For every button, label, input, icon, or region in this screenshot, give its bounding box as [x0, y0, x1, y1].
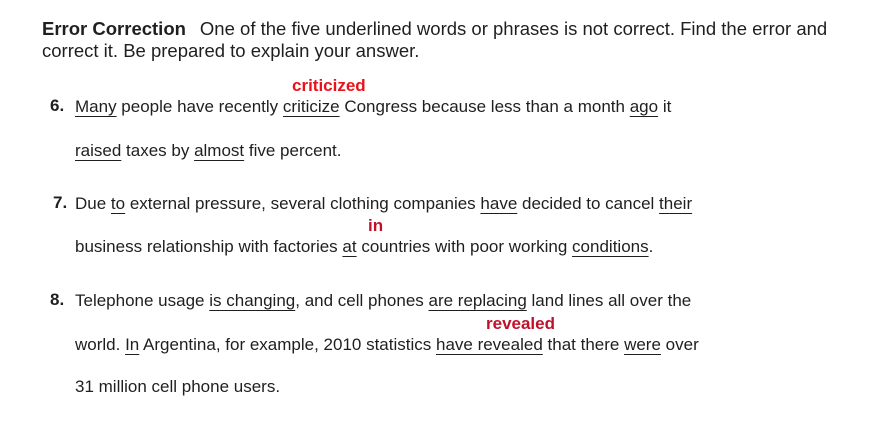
- item-8-line-3: 31 million cell phone users.: [75, 376, 280, 398]
- item-6-line-1: Many people have recently criticize Cong…: [75, 96, 671, 118]
- sentence-text: taxes by: [121, 141, 195, 160]
- underlined-phrase: is changing: [209, 291, 296, 310]
- sentence-text: external pressure, several clothing comp…: [125, 194, 481, 213]
- sentence-text: that there: [542, 335, 625, 354]
- item-number-7: 7.: [53, 193, 68, 212]
- correction-8: revealed: [486, 314, 555, 333]
- sentence-text: over: [660, 335, 699, 354]
- underlined-phrase: have revealed: [435, 335, 543, 354]
- underlined-phrase: In: [125, 335, 140, 354]
- underlined-phrase: criticize: [282, 97, 340, 116]
- instructions-text: One of the five underlined words or phra…: [42, 18, 828, 61]
- sentence-text: land lines all over the: [526, 291, 692, 310]
- sentence-text: people have recently: [116, 97, 283, 116]
- instructions-title: Error Correction: [42, 18, 186, 39]
- sentence-text: .: [648, 237, 654, 256]
- sentence-text: world.: [75, 335, 126, 354]
- underlined-phrase: to: [110, 194, 126, 213]
- sentence-text: Argentina, for example, 2010 statistics: [139, 335, 436, 354]
- correction-7: in: [368, 216, 384, 235]
- sentence-text: decided to cancel: [517, 194, 660, 213]
- correction-6: criticized: [292, 76, 366, 95]
- sentence-text: it: [658, 97, 672, 116]
- item-number-8: 8.: [50, 290, 65, 309]
- sentence-text: 31 million cell phone users.: [75, 377, 281, 396]
- underlined-phrase: raised: [75, 141, 122, 160]
- underlined-phrase: Many: [75, 97, 117, 116]
- sentence-text: Due: [75, 194, 111, 213]
- underlined-phrase: have: [480, 194, 518, 213]
- sentence-text: business relationship with factories: [75, 237, 343, 256]
- item-7-line-2: business relationship with factories at …: [75, 236, 653, 258]
- underlined-phrase: at: [342, 237, 357, 256]
- item-7-line-1: Due to external pressure, several clothi…: [75, 193, 692, 215]
- sentence-text: , and cell phones: [295, 291, 429, 310]
- underlined-phrase: almost: [194, 141, 245, 160]
- underlined-phrase: were: [624, 335, 661, 354]
- sentence-text: countries with poor working: [356, 237, 573, 256]
- item-6-line-2: raised taxes by almost five percent.: [75, 140, 341, 162]
- underlined-phrase: ago: [629, 97, 659, 116]
- underlined-phrase: are replacing: [428, 291, 527, 310]
- item-number-6: 6.: [50, 96, 65, 115]
- sentence-text: Congress because less than a month: [339, 97, 630, 116]
- underlined-phrase: conditions: [572, 237, 649, 256]
- sentence-text: five percent.: [244, 141, 342, 160]
- item-8-line-1: Telephone usage is changing, and cell ph…: [75, 290, 691, 312]
- sentence-text: Telephone usage: [75, 291, 210, 310]
- item-8-line-2: world. In Argentina, for example, 2010 s…: [75, 334, 699, 356]
- underlined-phrase: their: [659, 194, 693, 213]
- instructions: Error Correction One of the five underlin…: [42, 18, 842, 62]
